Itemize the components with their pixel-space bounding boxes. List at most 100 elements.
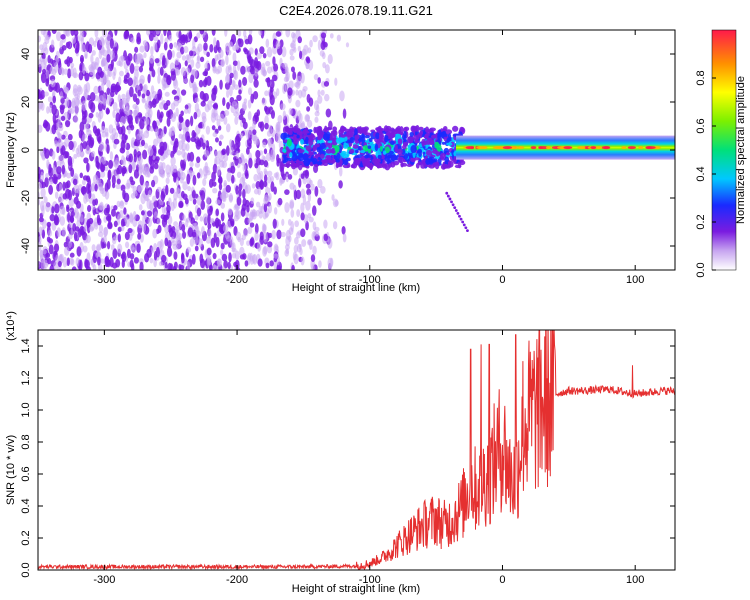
heatmap-cell [265, 262, 270, 269]
heatmap-cell [229, 218, 235, 226]
heatmap-cell [264, 212, 269, 219]
heatmap-cell [57, 131, 61, 140]
heatmap-cell [289, 201, 294, 210]
heatmap-cell [161, 254, 167, 263]
heatmap-cell [332, 198, 339, 208]
heatmap-cell [247, 99, 252, 109]
heatmap-cell [62, 256, 68, 268]
heatmap-cell [113, 67, 117, 77]
heatmap-cell [271, 74, 278, 82]
heatmap-cell [265, 152, 272, 162]
heatmap-cell [309, 39, 313, 48]
heatmap-cell [96, 256, 101, 266]
heatmap-cell [502, 146, 513, 150]
heatmap-cell [323, 133, 328, 141]
heatmap-cell [208, 264, 213, 270]
heatmap-cell [372, 158, 378, 164]
heatmap-cell [83, 157, 89, 164]
x-tick-label: 0 [499, 574, 505, 586]
heatmap-cell [267, 170, 273, 177]
heatmap-cell [177, 42, 183, 49]
heatmap-cell [317, 197, 322, 206]
heatmap-cell [141, 96, 146, 103]
heatmap-cell [64, 181, 69, 189]
heatmap-cell [292, 167, 299, 176]
heatmap-cell [240, 65, 246, 75]
heatmap-cell [233, 70, 239, 81]
heatmap-cell [66, 204, 70, 210]
heatmap-cell [103, 73, 107, 84]
heatmap-cell [228, 194, 234, 202]
heatmap-cell [171, 89, 177, 95]
heatmap-cell [266, 46, 273, 58]
heatmap-cell [256, 52, 262, 60]
heatmap-cell [446, 142, 453, 146]
heatmap-cell [314, 186, 319, 197]
snr-y-axis: 0.0 0.2 0.4 0.6 0.8 1.0 1.2 1.4 [20, 338, 675, 578]
heatmap-cell [249, 222, 255, 228]
heatmap-cell [225, 145, 230, 156]
heatmap-cell [304, 113, 310, 123]
heatmap-cell [138, 204, 143, 211]
heatmap-cell [133, 257, 139, 264]
heatmap-cell [82, 175, 89, 181]
heatmap-cell [150, 246, 155, 254]
heatmap-cell [128, 153, 133, 163]
heatmap-cell [55, 254, 60, 265]
heatmap-cell [181, 121, 186, 131]
heatmap-y-axis: -40 -20 0 20 40 [20, 48, 675, 254]
heatmap-cell [300, 173, 305, 179]
heatmap-cell [297, 148, 305, 154]
heatmap-cell [106, 108, 110, 115]
heatmap-cell [191, 189, 196, 199]
heatmap-cell [154, 58, 160, 64]
heatmap-cell [107, 221, 113, 229]
heatmap-cell [268, 124, 273, 134]
snr-frame [37, 329, 676, 571]
heatmap-cell [86, 144, 90, 154]
heatmap-cell [244, 48, 249, 55]
heatmap-cell [154, 128, 159, 137]
heatmap-cell [318, 260, 322, 268]
heatmap-cell [84, 72, 90, 82]
heatmap-cell [458, 214, 461, 218]
heatmap-cell [466, 229, 469, 233]
heatmap-cell [418, 161, 422, 165]
heatmap-cell [259, 46, 265, 55]
heatmap-cell [319, 148, 324, 156]
heatmap-cell [323, 80, 330, 87]
heatmap-cell [136, 36, 142, 45]
heatmap-cell [236, 94, 242, 102]
heatmap-cell [192, 174, 197, 186]
heatmap-cell [145, 89, 151, 97]
heatmap-cell [208, 178, 214, 188]
heatmap-cell [187, 185, 192, 192]
y-tick-label: -20 [20, 190, 32, 206]
heatmap-cell [254, 231, 259, 241]
heatmap-cell [317, 77, 321, 84]
heatmap-cell [461, 220, 465, 224]
heatmap-cell [181, 224, 186, 233]
heatmap-cell [125, 55, 131, 66]
heatmap-cell [410, 157, 416, 163]
heatmap-cell [296, 209, 301, 218]
heatmap-cell [454, 164, 462, 169]
heatmap-cell [235, 150, 239, 160]
heatmap-cell [57, 155, 64, 162]
heatmap-y-label: Frequency (Hz) [5, 112, 17, 188]
heatmap-cell [56, 227, 62, 238]
heatmap-cell [326, 127, 333, 131]
heatmap-cell [238, 79, 242, 88]
heatmap-cell [159, 102, 165, 110]
heatmap-cell [133, 169, 140, 179]
heatmap-cell [253, 79, 259, 88]
heatmap-cell [70, 258, 75, 266]
heatmap-cell [145, 194, 150, 202]
heatmap-cell [377, 158, 382, 162]
heatmap-cell [317, 95, 323, 104]
heatmap-cell [464, 226, 468, 230]
heatmap-cell [170, 236, 175, 244]
heatmap-cell [285, 160, 290, 169]
heatmap-cell [141, 223, 147, 233]
